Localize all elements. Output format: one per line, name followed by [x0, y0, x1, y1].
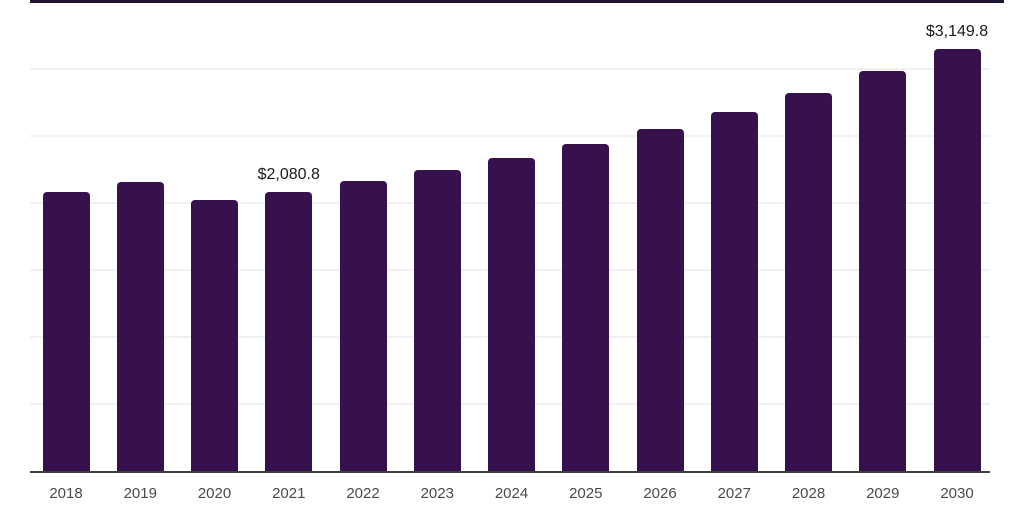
bar-2022 — [339, 181, 387, 472]
bar-2025 — [562, 144, 610, 472]
chart-top-border — [30, 0, 1004, 3]
bar-2024 — [488, 158, 535, 472]
x-tick-2021: 2021 — [272, 485, 306, 502]
bar-2029 — [859, 71, 907, 472]
x-tick-2020: 2020 — [197, 485, 232, 502]
x-tick-2025: 2025 — [569, 485, 603, 502]
bar-2027 — [710, 112, 758, 472]
x-tick-2026: 2026 — [643, 485, 677, 502]
bar-2018 — [42, 191, 90, 472]
x-tick-2022: 2022 — [346, 485, 380, 502]
gridline-3000 — [30, 68, 990, 71]
bar-2020 — [191, 200, 238, 472]
bar-2023 — [413, 170, 461, 472]
x-tick-2019: 2019 — [123, 485, 157, 502]
gridline-2500 — [30, 135, 990, 138]
x-tick-2030: 2030 — [940, 485, 974, 502]
x-tick-2029: 2029 — [866, 485, 900, 502]
bar-2021 — [265, 192, 313, 472]
bar-2028 — [785, 93, 832, 472]
bar-2019 — [116, 182, 164, 472]
x-tick-2024: 2024 — [494, 485, 529, 502]
value-label-2021: $2,080.8 — [257, 166, 320, 184]
x-tick-2023: 2023 — [420, 485, 454, 502]
x-tick-2018: 2018 — [49, 485, 83, 502]
bar-2026 — [636, 129, 684, 472]
x-tick-2027: 2027 — [717, 485, 751, 502]
x-tick-2028: 2028 — [791, 485, 826, 502]
x-axis-line — [30, 471, 990, 473]
bar-2030 — [933, 48, 981, 472]
value-label-2030: $3,149.8 — [925, 22, 989, 40]
